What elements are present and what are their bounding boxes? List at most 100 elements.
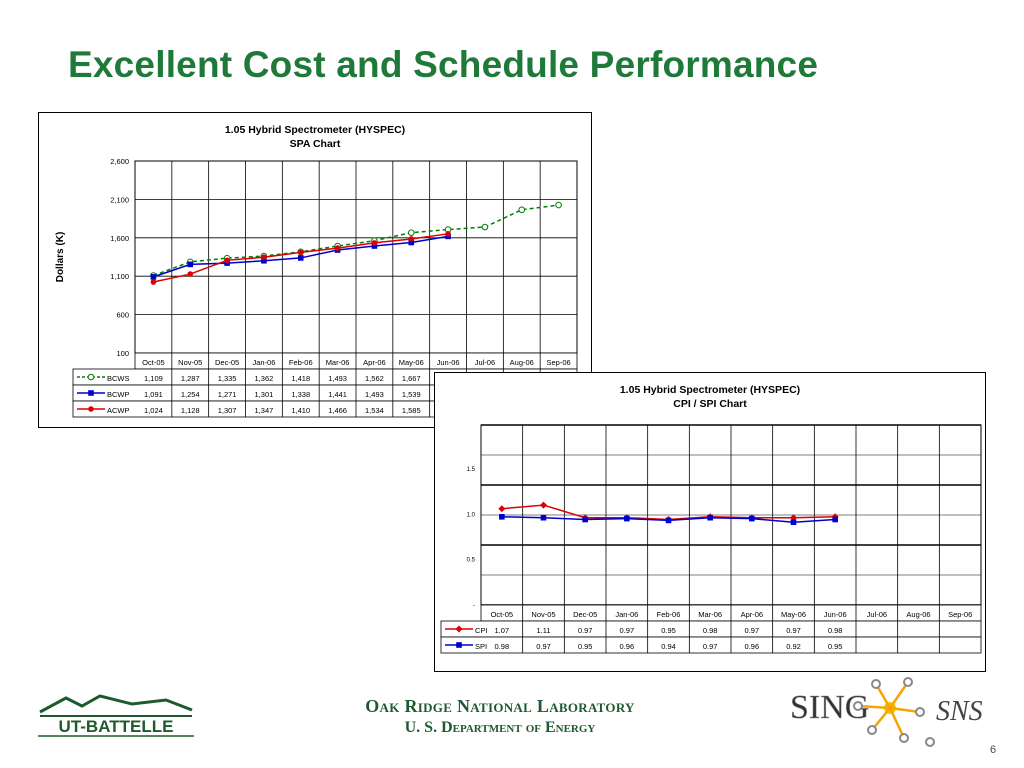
legend-entry: ACWP [77,406,130,415]
data-label: 0.97 [578,626,593,635]
data-point [540,501,547,509]
x-tick-label: Nov-05 [178,358,202,367]
page-number: 6 [990,744,997,756]
cpi-spi-chart: 1.05 Hybrid Spectrometer (HYSPEC) CPI / S… [440,384,982,654]
data-label: 1,347 [255,406,274,415]
ut-battelle-logo-text: UT-BATTELLE [59,717,174,736]
data-point [334,245,341,251]
y-tick-label: 1,600 [110,234,129,243]
data-point [540,514,547,521]
data-point [407,229,415,236]
data-label: 0.96 [620,642,635,651]
data-point [445,231,451,237]
x-tick-label: May-06 [781,610,806,619]
x-tick-label: Oct-05 [491,610,514,619]
data-point [481,223,489,231]
data-label: 1,128 [181,406,200,415]
x-tick-label: Aug-06 [510,358,534,367]
data-point [498,505,506,513]
footer-lab-name: Oak Ridge National Laboratory [365,696,635,716]
chart-title: 1.05 Hybrid Spectrometer (HYSPEC) [620,384,800,396]
data-label: 0.97 [703,642,718,651]
data-label: 1,493 [365,390,384,399]
sing-logo-text: SING [790,689,869,726]
legend-label: ACWP [107,406,130,415]
y-tick-label: 2,100 [110,195,129,204]
data-label: 1,441 [328,390,347,399]
data-point [555,201,562,209]
y-tick-label: 2,600 [110,157,129,166]
x-tick-label: Jul-06 [867,610,887,619]
data-label: 0.97 [786,626,801,635]
data-point [371,240,378,246]
data-label: 1,287 [181,374,200,383]
data-label: 1,410 [291,406,310,415]
data-point [790,514,797,522]
series-acwp [150,231,451,285]
legend-label: BCWS [107,374,130,383]
data-point [582,516,588,523]
spa-chart-panel: 1.05 Hybrid Spectrometer (HYSPEC) SPA Cha… [38,112,592,428]
y-tick-label: 1,100 [110,272,129,281]
x-tick-label: Feb-06 [289,358,313,367]
data-point [408,239,415,246]
data-point [261,254,267,261]
y-tick-label: 100 [116,349,129,358]
chart-subtitle: SPA Chart [290,138,341,150]
data-label: 1,534 [365,406,384,415]
data-label: 1,493 [328,374,347,383]
ut-battelle-logo: UT-BATTELLE [38,694,194,737]
legend-label: BCWP [107,390,130,399]
series-line [153,204,559,277]
series-spi [499,514,838,525]
y-tick-label: - [473,603,475,609]
data-label: 0.96 [745,642,760,651]
data-label: 1,466 [328,406,347,415]
data-point [665,517,672,524]
data-label: 0.95 [661,626,676,635]
data-label: 1,024 [144,406,163,415]
x-tick-label: Jun-06 [437,358,460,367]
chart-title: 1.05 Hybrid Spectrometer (HYSPEC) [225,124,405,136]
data-point [224,257,230,264]
data-point [371,243,378,249]
data-label: 0.97 [745,626,760,635]
spa-chart: 1.05 Hybrid Spectrometer (HYSPEC) SPA Cha… [55,124,578,418]
sing-sns-logo: SING SNS [790,677,983,747]
cpi-spi-chart-panel: 1.05 Hybrid Spectrometer (HYSPEC) CPI / S… [434,372,986,672]
x-tick-label: Apr-06 [363,358,386,367]
data-point [187,271,194,277]
data-label: 1,539 [402,390,421,399]
data-label: 1,109 [144,374,163,383]
data-label: 1,362 [255,374,274,383]
legend-entry: BCWS [77,373,130,383]
y-tick-label: 1.5 [467,467,476,473]
x-tick-label: Jan-06 [252,358,275,367]
data-label: 1,254 [181,390,200,399]
data-point [624,515,630,522]
sns-nodes-icon [853,677,935,747]
data-label: 0.97 [536,642,551,651]
x-tick-label: Jul-06 [475,358,495,367]
data-label: 1,338 [291,390,310,399]
x-tick-label: Feb-06 [657,610,681,619]
x-tick-label: Mar-06 [326,358,350,367]
legend-marker [88,390,94,396]
data-point [499,514,505,520]
data-point [261,257,267,264]
data-label: 1,667 [402,374,421,383]
x-tick-label: May-06 [399,358,424,367]
x-tick-label: Jan-06 [615,610,638,619]
table-row [440,636,982,654]
data-label: 1,562 [365,374,384,383]
data-label: 0.98 [495,642,510,651]
y-tick-label: 0.5 [467,558,476,564]
data-label: 1,585 [402,406,421,415]
y-axis-label: Dollars (K) [55,232,66,283]
x-tick-label: Mar-06 [698,610,722,619]
legend-entry: SPI [445,642,487,651]
data-point [150,279,157,285]
data-point [150,274,157,280]
data-label: 1.07 [495,626,510,635]
x-tick-label: Apr-06 [741,610,764,619]
